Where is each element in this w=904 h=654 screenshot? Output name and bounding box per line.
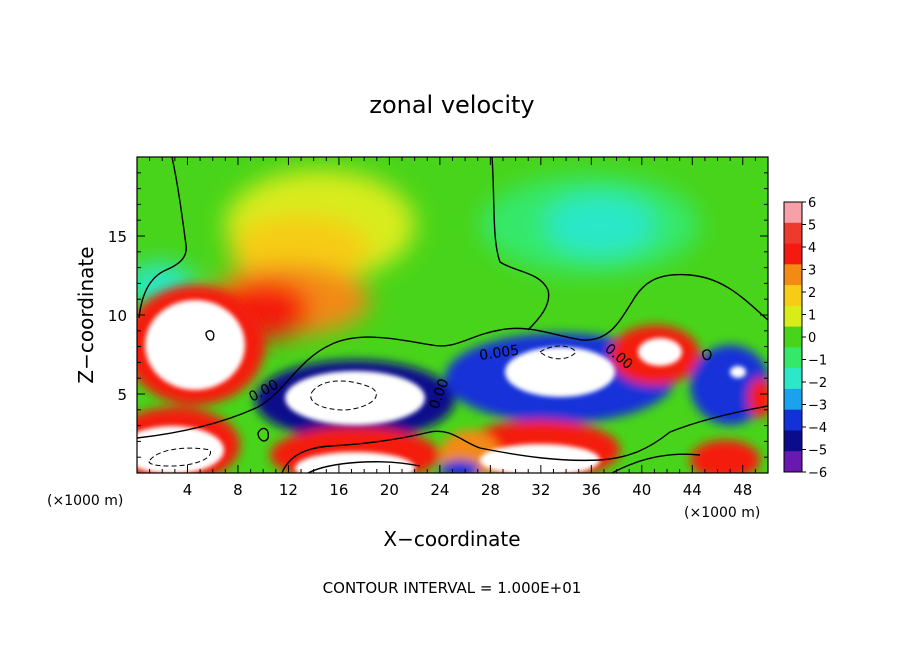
colorbar-tick-label: 3 <box>808 264 816 279</box>
colorbar-tick-label: −1 <box>808 354 827 369</box>
contour-lines <box>137 157 768 473</box>
x-tick-label: 4 <box>183 481 193 499</box>
colorbar-tick-label: 0 <box>808 331 816 346</box>
y-tick-label: 10 <box>108 307 127 325</box>
colorbar: 6 5 4 3 2 1 0 −1 −2 −3 −4 −5 −6 <box>783 196 827 481</box>
colorbar-swatch <box>784 451 802 473</box>
colorbar-swatch <box>784 388 802 411</box>
colorbar-tick-label: −4 <box>808 421 827 436</box>
colorbar-swatch <box>784 305 802 328</box>
chart-title: zonal velocity <box>369 91 534 119</box>
x-axis-ticks: 4 8 12 16 20 24 28 32 36 40 44 48 <box>149 157 756 499</box>
x-tick-label: 16 <box>329 481 348 499</box>
x-tick-label: 24 <box>430 481 449 499</box>
x-tick-label: 20 <box>380 481 399 499</box>
colorbar-tick-label: −3 <box>808 399 827 414</box>
y-tick-label: 5 <box>117 386 127 404</box>
colorbar-swatch <box>784 368 802 390</box>
colorbar-swatch <box>784 222 802 245</box>
contour-interval-note: CONTOUR INTERVAL = 1.000E+01 <box>323 579 582 597</box>
colorbar-tick-label: 1 <box>808 309 816 324</box>
colorbar-swatch <box>784 430 802 452</box>
x-tick-label: 44 <box>683 481 702 499</box>
x-axis-label: X−coordinate <box>383 527 520 551</box>
x-tick-label: 48 <box>733 481 752 499</box>
y-axis-ticks: 5 10 15 <box>108 172 768 458</box>
colorbar-tick-label: 4 <box>808 241 816 256</box>
x-tick-label: 40 <box>632 481 651 499</box>
y-axis-label: Z−coordinate <box>74 246 98 383</box>
dashed-contours <box>148 345 577 467</box>
colorbar-swatch <box>784 243 802 265</box>
colorbar-tick-label: −6 <box>808 466 827 481</box>
colorbar-tick-label: 6 <box>808 196 816 211</box>
x-unit-right: (×1000 m) <box>684 505 760 521</box>
contour-label: 0.005 <box>478 343 520 364</box>
colorbar-tick-label: 2 <box>808 286 816 301</box>
colorbar-swatch <box>784 326 802 348</box>
x-unit-left: (×1000 m) <box>47 493 123 509</box>
colorbar-swatch <box>784 347 802 369</box>
x-tick-label: 28 <box>481 481 500 499</box>
colorbar-tick-label: −2 <box>808 376 827 391</box>
colorbar-swatch <box>784 202 802 224</box>
colorbar-swatch <box>784 264 802 286</box>
colorbar-swatch <box>784 285 802 307</box>
heatmap-field <box>137 157 768 473</box>
x-tick-label: 32 <box>531 481 550 499</box>
x-tick-label: 12 <box>279 481 298 499</box>
x-tick-label: 36 <box>582 481 601 499</box>
x-tick-label: 8 <box>233 481 243 499</box>
colorbar-tick-label: 5 <box>808 219 816 234</box>
y-tick-label: 15 <box>108 228 127 246</box>
colorbar-tick-label: −5 <box>808 444 827 459</box>
colorbar-swatch <box>784 409 802 431</box>
